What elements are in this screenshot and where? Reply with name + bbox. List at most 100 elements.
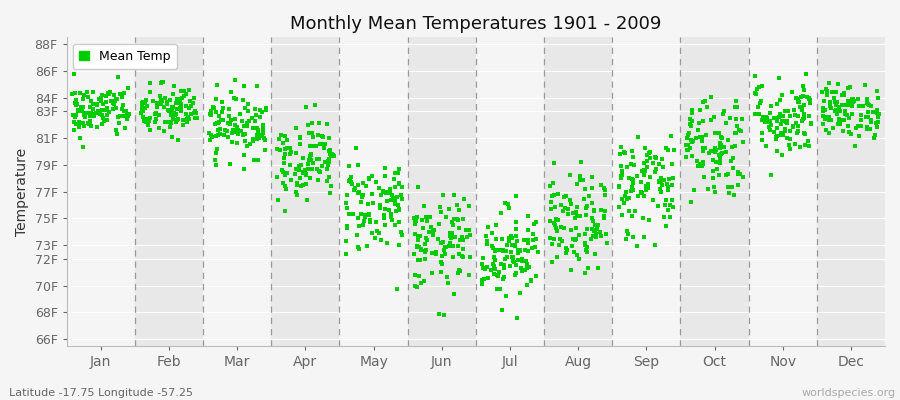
Point bbox=[136, 106, 150, 112]
Point bbox=[250, 132, 265, 138]
Point bbox=[719, 172, 733, 178]
Point bbox=[322, 148, 337, 154]
Point bbox=[362, 176, 376, 182]
Point bbox=[716, 111, 731, 118]
Point bbox=[215, 105, 230, 112]
Point bbox=[620, 196, 634, 202]
Point bbox=[102, 108, 116, 115]
Point bbox=[139, 118, 153, 125]
Point bbox=[649, 166, 663, 172]
Point bbox=[763, 119, 778, 125]
Point bbox=[643, 148, 657, 155]
Point bbox=[164, 120, 178, 126]
Point bbox=[684, 123, 698, 129]
Point bbox=[754, 98, 769, 104]
Point bbox=[339, 200, 354, 206]
Point bbox=[452, 267, 466, 274]
Bar bbox=[271, 37, 339, 346]
Point bbox=[231, 127, 246, 134]
Point bbox=[692, 120, 706, 126]
Point bbox=[222, 106, 237, 112]
Point bbox=[388, 184, 402, 190]
Point bbox=[778, 126, 792, 132]
Point bbox=[860, 96, 874, 102]
Point bbox=[109, 127, 123, 134]
Point bbox=[685, 139, 699, 145]
Point bbox=[842, 115, 857, 121]
Point bbox=[217, 126, 231, 133]
Point bbox=[183, 98, 197, 104]
Point bbox=[791, 98, 806, 105]
Point bbox=[760, 114, 774, 121]
Point bbox=[779, 117, 794, 124]
Point bbox=[409, 218, 423, 224]
Point bbox=[449, 216, 464, 222]
Point bbox=[83, 103, 97, 110]
Point bbox=[508, 262, 523, 268]
Point bbox=[221, 120, 236, 126]
Point bbox=[462, 272, 476, 278]
Point bbox=[753, 100, 768, 106]
Point bbox=[832, 108, 847, 114]
Point bbox=[845, 110, 859, 117]
Point bbox=[111, 74, 125, 80]
Point bbox=[209, 109, 223, 115]
Point bbox=[372, 230, 386, 237]
Point bbox=[435, 260, 449, 267]
Point bbox=[323, 153, 338, 159]
Point bbox=[224, 117, 238, 123]
Point bbox=[803, 97, 817, 103]
Point bbox=[310, 132, 325, 138]
Point bbox=[850, 125, 864, 132]
Point bbox=[481, 238, 495, 245]
Point bbox=[158, 95, 173, 102]
Point bbox=[374, 237, 388, 243]
Point bbox=[497, 265, 511, 271]
Point bbox=[824, 103, 838, 110]
Point bbox=[170, 106, 184, 112]
Point bbox=[174, 104, 188, 110]
Point bbox=[731, 169, 745, 176]
Point bbox=[114, 106, 129, 112]
Point bbox=[408, 220, 422, 226]
Point bbox=[162, 106, 176, 113]
Point bbox=[120, 114, 134, 120]
Point bbox=[661, 187, 675, 193]
Point bbox=[583, 235, 598, 242]
Point bbox=[845, 98, 859, 105]
Point bbox=[143, 79, 157, 86]
Point bbox=[163, 124, 177, 131]
Point bbox=[692, 134, 706, 140]
Point bbox=[497, 262, 511, 269]
Point bbox=[391, 170, 405, 176]
Point bbox=[621, 231, 635, 237]
Point bbox=[554, 238, 569, 244]
Point bbox=[818, 127, 832, 133]
Point bbox=[180, 119, 194, 125]
Point bbox=[764, 122, 778, 128]
Point bbox=[570, 204, 584, 211]
Point bbox=[206, 104, 220, 110]
Point bbox=[325, 151, 339, 158]
Point bbox=[731, 171, 745, 177]
Point bbox=[860, 126, 875, 132]
Point bbox=[135, 107, 149, 113]
Point bbox=[166, 116, 181, 122]
Point bbox=[408, 272, 422, 278]
Point bbox=[823, 116, 837, 123]
Point bbox=[151, 124, 166, 131]
Point bbox=[222, 106, 237, 112]
Point bbox=[206, 105, 220, 111]
Point bbox=[713, 141, 727, 147]
Point bbox=[343, 178, 357, 184]
Point bbox=[550, 227, 564, 234]
Point bbox=[148, 116, 163, 122]
Point bbox=[357, 218, 372, 224]
Point bbox=[253, 106, 267, 113]
Point bbox=[488, 266, 502, 272]
Point bbox=[804, 121, 818, 128]
Point bbox=[626, 180, 641, 186]
Point bbox=[204, 134, 219, 140]
Point bbox=[846, 96, 860, 102]
Point bbox=[176, 117, 190, 124]
